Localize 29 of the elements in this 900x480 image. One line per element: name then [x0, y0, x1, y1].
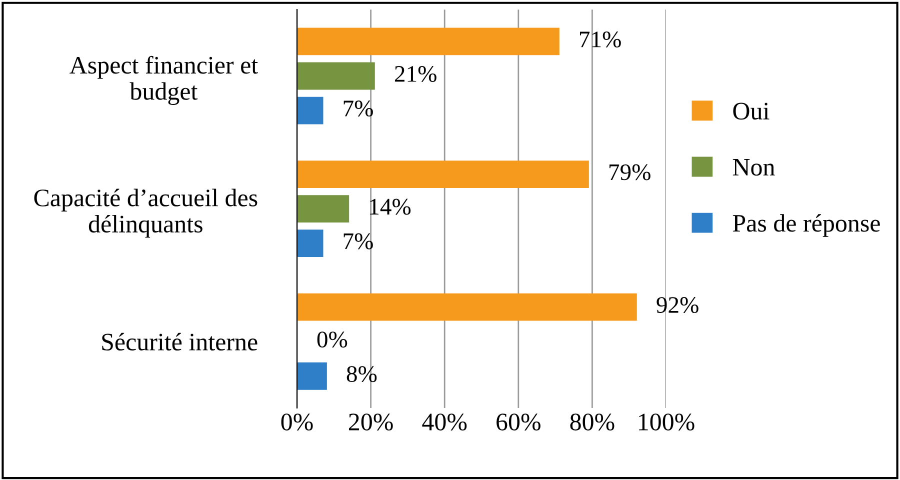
bar — [297, 62, 375, 90]
data-label: 79% — [610, 164, 650, 180]
x-tick-label: 80% — [570, 414, 614, 431]
bar — [297, 28, 560, 56]
x-tick-label: 100% — [639, 414, 694, 431]
data-label: 7% — [344, 100, 373, 117]
bar — [297, 293, 637, 321]
x-tick-label: 40% — [422, 414, 467, 431]
data-label: 14% — [370, 198, 411, 215]
bar — [297, 230, 324, 258]
legend-label: Oui — [733, 102, 770, 120]
legend-label: Pas de réponse — [732, 214, 880, 237]
x-tick-label: 0% — [281, 414, 313, 431]
bar — [297, 195, 350, 222]
legend-label: Non — [732, 159, 775, 176]
data-label: 92% — [656, 297, 698, 314]
data-label: 0% — [317, 332, 348, 348]
data-label: 7% — [344, 233, 373, 250]
bar — [297, 160, 589, 188]
x-tick-label: 60% — [496, 414, 540, 431]
data-label: 8% — [346, 366, 377, 382]
x-tick-label: 20% — [348, 414, 393, 431]
bar — [297, 362, 327, 390]
data-label: 71% — [580, 31, 621, 48]
y-tick-label: Capacité d’accueil des délinquants — [34, 188, 258, 238]
y-tick-label: Sécurité interne — [102, 332, 258, 351]
y-tick-label: Aspect financier et budget — [70, 56, 258, 105]
data-label: 21% — [394, 66, 436, 82]
bar — [297, 96, 324, 124]
